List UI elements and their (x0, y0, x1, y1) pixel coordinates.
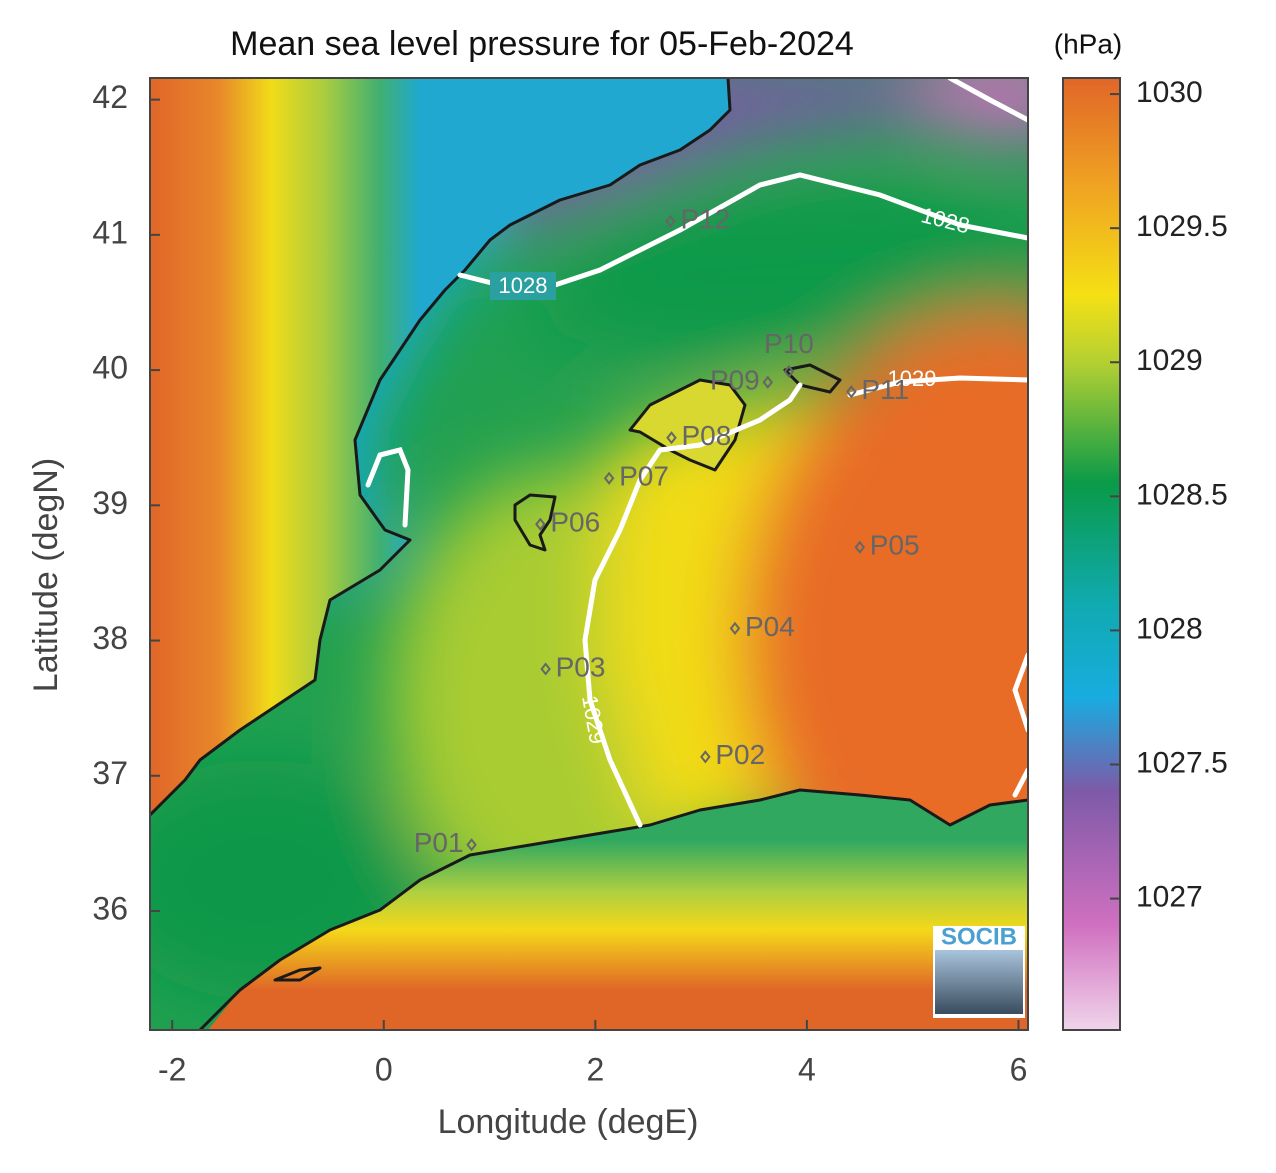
station-label: P03 (556, 651, 606, 682)
colorbar-tick-label: 1027.5 (1136, 746, 1228, 779)
colorbar-unit: (hPa) (1054, 28, 1122, 59)
logo: SOCIB (941, 923, 1017, 950)
station-marker (783, 364, 795, 379)
station-label: P05 (870, 530, 920, 561)
station-marker (665, 214, 676, 228)
station-label: P08 (682, 420, 732, 451)
chart-title: Mean sea level pressure for 05-Feb-2024 (230, 25, 854, 63)
colorbar-tick-label: 1028.5 (1136, 478, 1228, 511)
x-tick-label: -2 (158, 1051, 186, 1087)
y-tick-label: 38 (92, 620, 128, 656)
x-tick-label: 4 (798, 1051, 816, 1087)
station-label: P04 (745, 611, 795, 642)
x-tick-label: 0 (375, 1051, 393, 1087)
station-label: P06 (550, 507, 600, 538)
y-tick-label: 41 (92, 214, 128, 250)
x-tick-label: 2 (586, 1051, 604, 1087)
station-label: P01 (414, 827, 464, 858)
station-marker (466, 838, 477, 852)
y-tick-label: 42 (92, 79, 128, 115)
station-label: P02 (715, 739, 765, 770)
station-label: P12 (680, 204, 730, 235)
y-axis-label: Latitude (degN) (27, 458, 65, 692)
map-frame (149, 77, 1029, 1031)
y-tick-label: 36 (92, 890, 128, 926)
station-marker (762, 375, 774, 389)
station-label: P11 (861, 374, 909, 405)
colorbar-tick-label: 1030 (1136, 76, 1203, 109)
station-marker (603, 471, 615, 485)
logo-image (935, 950, 1023, 1014)
x-tick-label: 6 (1010, 1051, 1028, 1087)
station-label: P09 (710, 365, 760, 396)
y-tick-label: 40 (92, 350, 128, 386)
station-marker (700, 750, 711, 764)
colorbar-tick-label: 1029.5 (1136, 210, 1228, 243)
contour-label: 1029 (888, 366, 937, 391)
station-marker (854, 540, 866, 554)
colorbar-tick-label: 1027 (1136, 881, 1203, 914)
station-marker (729, 621, 741, 635)
station-marker (540, 662, 551, 676)
station-marker (846, 385, 857, 399)
x-axis-label: Longitude (degE) (438, 1103, 699, 1141)
station-marker (666, 431, 677, 445)
station-marker (535, 517, 546, 531)
y-tick-label: 39 (92, 485, 128, 521)
colorbar-tick-label: 1028 (1136, 612, 1203, 645)
pressure-field: 1028 1028 1029 1029 P01P02P03P04P05P06P0… (150, 78, 1028, 1030)
colorbar (1062, 77, 1121, 1031)
station-label: P10 (764, 328, 814, 359)
station-label: P07 (619, 461, 669, 492)
colorbar-tick-label: 1029 (1136, 344, 1203, 377)
y-tick-label: 37 (92, 755, 128, 791)
contour-label: 1028 (499, 273, 548, 298)
